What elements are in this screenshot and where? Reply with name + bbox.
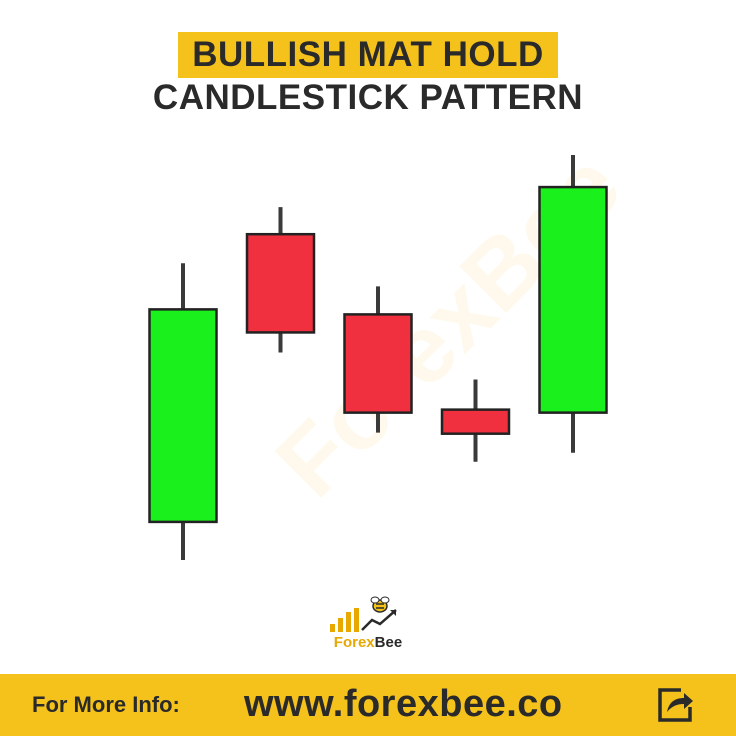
- title-line-2: CANDLESTICK PATTERN: [152, 78, 584, 117]
- brand-bee: Bee: [374, 634, 403, 651]
- forexbee-logo: ForexBee: [318, 596, 418, 658]
- candle-body-2-bearish: [245, 232, 316, 334]
- brand-forex: Forex: [333, 634, 375, 651]
- candle-body-3-bearish: [343, 313, 413, 414]
- candle-body-1-bullish: [148, 308, 218, 524]
- candle-body-4-bearish: [440, 408, 511, 435]
- brand-name: ForexBee: [318, 634, 418, 651]
- page-title: BULLISH MAT HOLD CANDLESTICK PATTERN: [0, 32, 736, 118]
- footer-bar: For More Info: www.forexbee.co: [0, 674, 736, 736]
- candle-body-5-bullish: [538, 185, 608, 414]
- website-link[interactable]: www.forexbee.co: [244, 683, 563, 725]
- title-line-1: BULLISH MAT HOLD: [178, 32, 558, 78]
- share-icon[interactable]: [655, 685, 695, 725]
- bee-chart-icon: [330, 596, 397, 632]
- footer-label: For More Info:: [32, 692, 180, 717]
